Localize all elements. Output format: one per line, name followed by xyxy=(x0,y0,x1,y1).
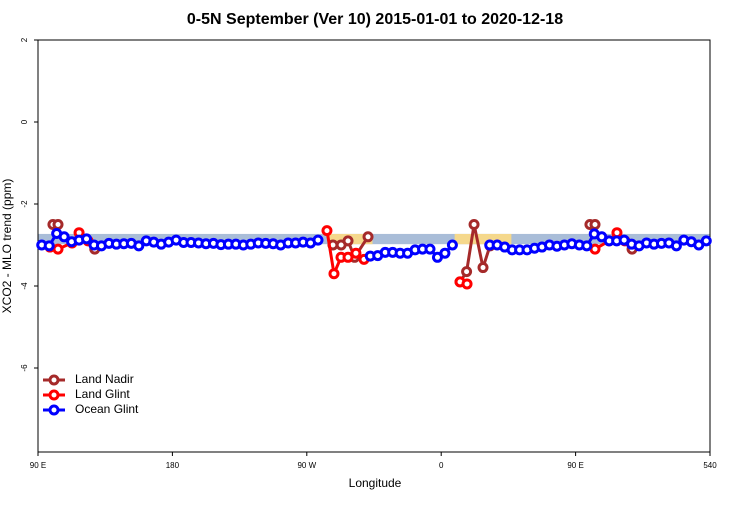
x-tick-label: 90 W xyxy=(297,461,316,470)
point xyxy=(461,266,473,278)
point xyxy=(52,219,64,230)
y-tick-label: -6 xyxy=(20,364,29,372)
point xyxy=(342,235,354,247)
x-tick-label: 0 xyxy=(439,461,444,470)
y-tick-label: 0 xyxy=(20,119,29,124)
point xyxy=(477,262,489,274)
point xyxy=(350,247,362,259)
point xyxy=(362,231,374,243)
legend-marker xyxy=(48,389,60,401)
point xyxy=(81,233,93,245)
point xyxy=(312,234,324,246)
legend-marker xyxy=(48,374,60,386)
x-tick-label: 90 E xyxy=(567,461,583,470)
x-axis-label: Longitude xyxy=(349,476,402,490)
legend-label: Land Glint xyxy=(75,387,130,401)
point xyxy=(52,243,64,255)
point xyxy=(43,240,55,252)
point xyxy=(58,231,70,243)
y-tick-label: -2 xyxy=(20,200,29,208)
x-tick-label: 90 E xyxy=(30,461,46,470)
point xyxy=(133,240,145,252)
point xyxy=(700,235,712,247)
land-band xyxy=(454,233,512,245)
point xyxy=(446,239,458,251)
point xyxy=(424,243,436,255)
point xyxy=(321,225,333,237)
legend-label: Land Nadir xyxy=(75,372,134,386)
point xyxy=(461,278,473,290)
y-tick-label: 2 xyxy=(20,37,29,42)
x-tick-label: 540 xyxy=(703,461,717,470)
point xyxy=(439,247,451,259)
point xyxy=(342,251,354,263)
point xyxy=(468,219,480,230)
y-axis-label: XCO2 - MLO trend (ppm) xyxy=(0,179,14,314)
point xyxy=(589,219,601,230)
x-tick-label: 180 xyxy=(166,461,180,470)
point xyxy=(581,240,593,252)
band xyxy=(38,233,710,245)
legend-marker xyxy=(48,404,60,416)
legend-label: Ocean Glint xyxy=(75,402,139,416)
y-tick-label: -4 xyxy=(20,282,29,290)
point xyxy=(670,240,682,252)
chart-title: 0-5N September (Ver 10) 2015-01-01 to 20… xyxy=(187,11,563,28)
point xyxy=(328,268,340,280)
